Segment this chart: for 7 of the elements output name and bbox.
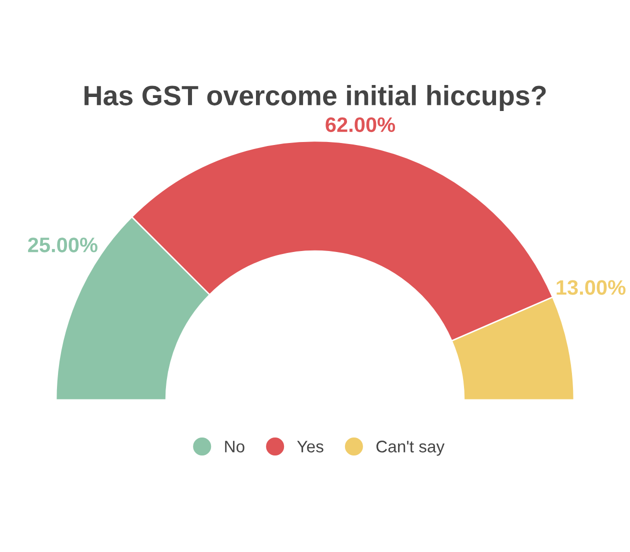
data-label: 13.00% [556,280,626,295]
chart-title: Has GST overcome initial hiccups? [84,85,546,111]
legend-label: No [225,440,244,452]
legend-label: Can't say [376,440,445,456]
legend-label: Yes [297,440,324,452]
data-label: 62.00% [326,117,396,132]
data-label: 25.00% [28,238,98,252]
